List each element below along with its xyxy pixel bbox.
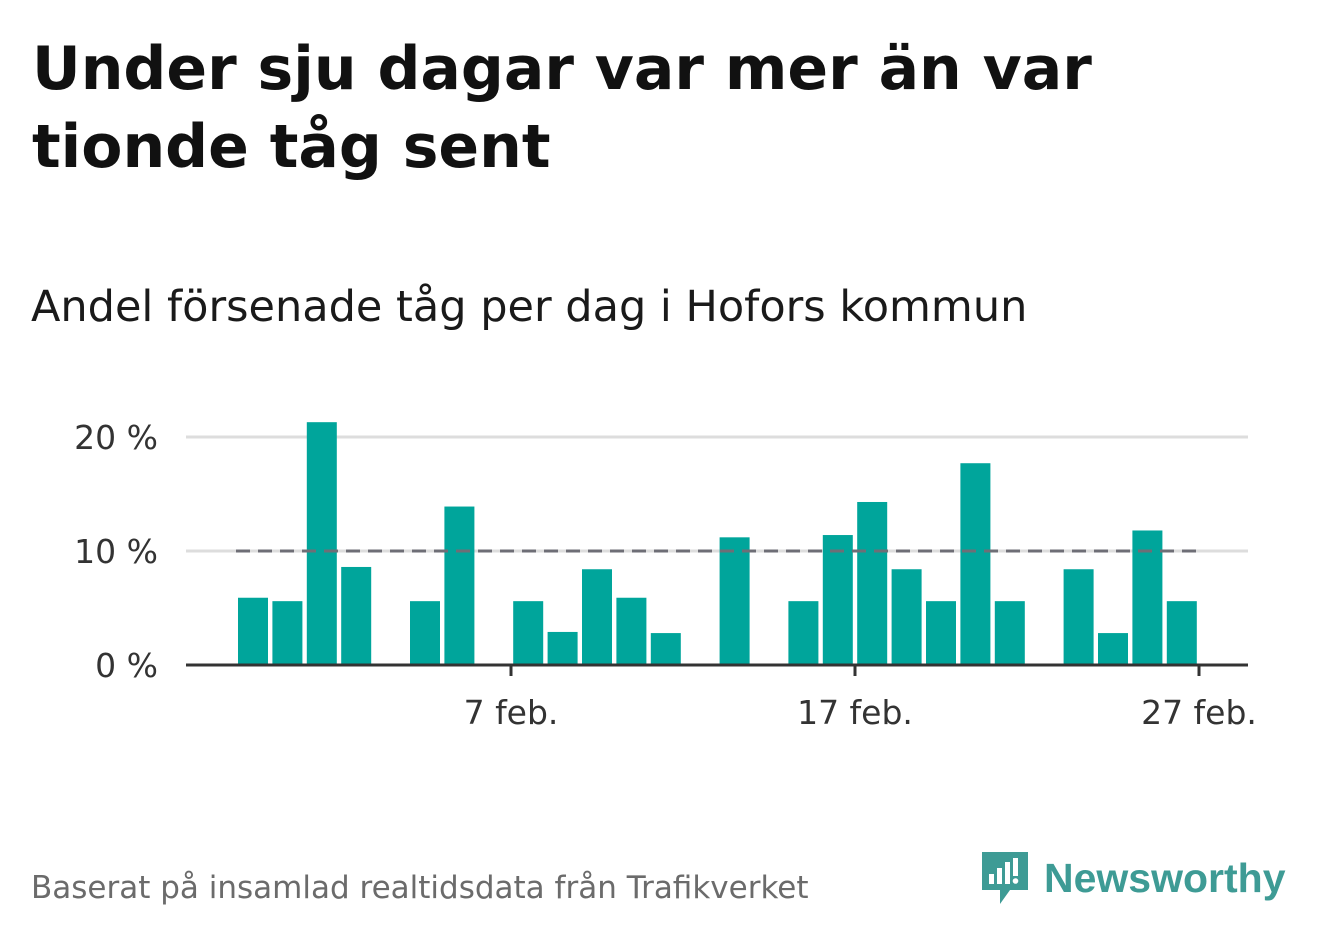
bar	[822, 535, 853, 665]
bar	[513, 601, 544, 665]
bar	[547, 631, 578, 665]
bar	[238, 597, 268, 665]
x-tick-label: 17 feb.	[797, 693, 913, 732]
bar	[926, 601, 956, 665]
bar	[994, 601, 1025, 665]
chart-subtitle: Andel försenade tåg per dag i Hofors kom…	[31, 282, 1028, 332]
bar	[650, 633, 681, 665]
x-tick-label: 27 feb.	[1141, 693, 1257, 732]
chart-title: Under sju dagar var mer än var tionde tå…	[32, 34, 1092, 182]
y-tick-label: 10 %	[74, 532, 158, 571]
bar	[960, 463, 991, 665]
bars	[238, 422, 1197, 665]
bar	[410, 601, 440, 665]
bar	[857, 501, 888, 665]
axes: 0 % 10 % 20 % 7 feb. 17 feb. 27 feb.	[74, 418, 1257, 732]
bar	[616, 597, 647, 665]
y-tick-label: 20 %	[74, 418, 158, 457]
bar	[1132, 530, 1163, 665]
brand-logo: Newsworthy	[980, 848, 1286, 908]
newsworthy-logo-icon	[982, 852, 1028, 904]
bar	[582, 569, 612, 665]
x-tick-label: 7 feb.	[464, 693, 559, 732]
bar	[444, 506, 475, 665]
brand-name: Newsworthy	[1044, 854, 1286, 901]
bar	[272, 601, 303, 665]
bar	[341, 566, 372, 665]
bar	[1166, 601, 1197, 665]
bar	[1098, 633, 1128, 665]
gridlines	[186, 435, 1248, 553]
bar	[719, 537, 750, 665]
bar	[788, 601, 819, 665]
y-tick-label: 0 %	[95, 646, 158, 685]
bar	[891, 569, 922, 665]
source-note: Baserat på insamlad realtidsdata från Tr…	[31, 870, 809, 906]
bar	[306, 422, 337, 665]
bar	[1063, 569, 1094, 665]
